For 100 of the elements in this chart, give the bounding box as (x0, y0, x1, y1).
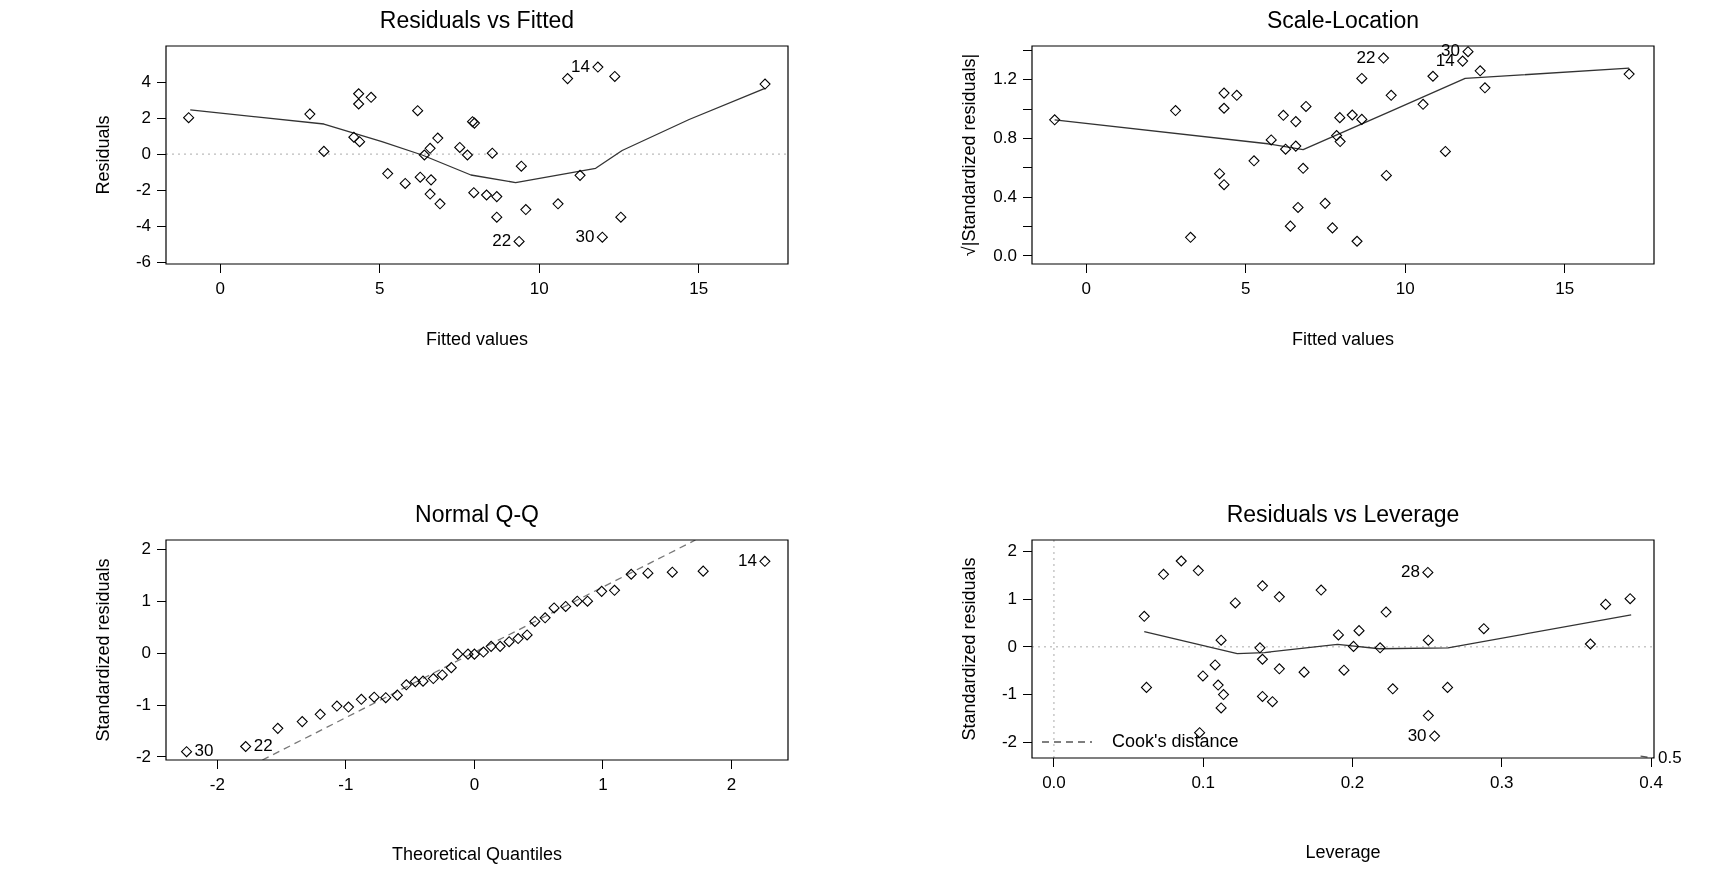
x-tick-label: 1 (598, 774, 608, 794)
point (552, 198, 564, 210)
point (454, 141, 466, 153)
point (539, 612, 551, 624)
y-tick-label: 0.4 (993, 186, 1017, 206)
point (529, 615, 541, 628)
point (1280, 143, 1292, 155)
x-tick-label: 10 (529, 278, 549, 298)
point (1248, 155, 1260, 167)
point (481, 189, 493, 201)
point (434, 198, 446, 210)
point (424, 188, 436, 200)
point (1356, 72, 1368, 84)
y-tick-label: -2 (135, 746, 151, 766)
point (562, 73, 574, 85)
point (1209, 659, 1221, 671)
x-tick-label: 0.4 (1639, 772, 1663, 792)
point (548, 602, 560, 614)
y-tick-label: 0.8 (993, 128, 1017, 148)
x-tick-label: -1 (338, 774, 354, 794)
point (353, 98, 365, 110)
y-tick-label: 0.0 (993, 245, 1017, 265)
point (412, 105, 424, 117)
point (1326, 222, 1339, 234)
x-tick-label: 0.2 (1340, 772, 1365, 792)
point (1600, 598, 1612, 610)
point (491, 211, 503, 223)
point (432, 132, 444, 144)
annotation: 22 (1356, 47, 1376, 67)
point (581, 595, 594, 607)
point (183, 112, 195, 124)
point (1277, 109, 1289, 121)
y-axis-title: Standardized residuals (92, 558, 113, 742)
point (697, 565, 709, 577)
point (427, 672, 439, 685)
point (571, 595, 583, 607)
y-tick-label: -1 (1001, 684, 1017, 704)
point (314, 708, 326, 720)
point (574, 169, 586, 181)
point (608, 584, 621, 596)
point (1298, 666, 1310, 678)
point (1256, 653, 1269, 665)
x-axis-title: Theoretical Quantiles (391, 843, 563, 864)
annotation: 0.5 (1658, 747, 1682, 767)
point (1377, 52, 1390, 64)
point (1479, 82, 1491, 94)
point (666, 566, 678, 578)
point (1256, 580, 1269, 592)
point (1273, 663, 1285, 675)
x-tick-label: 15 (1555, 278, 1575, 298)
point (1623, 68, 1635, 80)
point (452, 648, 464, 660)
annotation: 22 (253, 736, 273, 756)
point (1192, 564, 1204, 577)
point (759, 555, 771, 567)
point (1427, 70, 1439, 82)
point (592, 61, 604, 73)
y-axis-title: Residuals (92, 115, 113, 195)
x-tick-label: 10 (1395, 278, 1415, 298)
point (1351, 235, 1363, 247)
point (560, 600, 572, 612)
point (477, 646, 489, 658)
point (596, 585, 608, 597)
point (1300, 100, 1312, 113)
x-tick-label: 2 (726, 774, 737, 794)
point (596, 231, 608, 243)
point (399, 177, 411, 190)
point (1265, 134, 1277, 146)
chart-title: Normal Q-Q (415, 501, 539, 528)
point (1049, 114, 1061, 126)
point (609, 70, 621, 82)
x-tick-label: 15 (689, 278, 709, 298)
x-tick-label: 0 (215, 278, 225, 298)
point (391, 689, 403, 701)
point (491, 191, 503, 203)
point (1422, 710, 1434, 722)
point (1197, 670, 1209, 682)
point (494, 640, 506, 652)
point (1385, 89, 1397, 101)
point (304, 108, 316, 120)
point (1338, 664, 1350, 676)
point (520, 204, 532, 216)
point (625, 568, 637, 580)
point (1422, 566, 1434, 578)
x-tick-label: 0 (1081, 278, 1091, 298)
point (759, 78, 771, 90)
point (1319, 197, 1331, 209)
point (355, 693, 367, 705)
point (468, 648, 480, 660)
x-tick-label: 0.3 (1489, 772, 1514, 792)
point (1215, 634, 1227, 646)
y-tick-label: 2 (141, 107, 151, 127)
point (1140, 681, 1153, 693)
x-axis-title: Leverage (1305, 841, 1381, 862)
point (1334, 136, 1346, 148)
point (1356, 113, 1368, 125)
point (512, 633, 524, 645)
point (331, 700, 343, 712)
point (368, 691, 380, 703)
annotation: 30 (1407, 725, 1427, 745)
